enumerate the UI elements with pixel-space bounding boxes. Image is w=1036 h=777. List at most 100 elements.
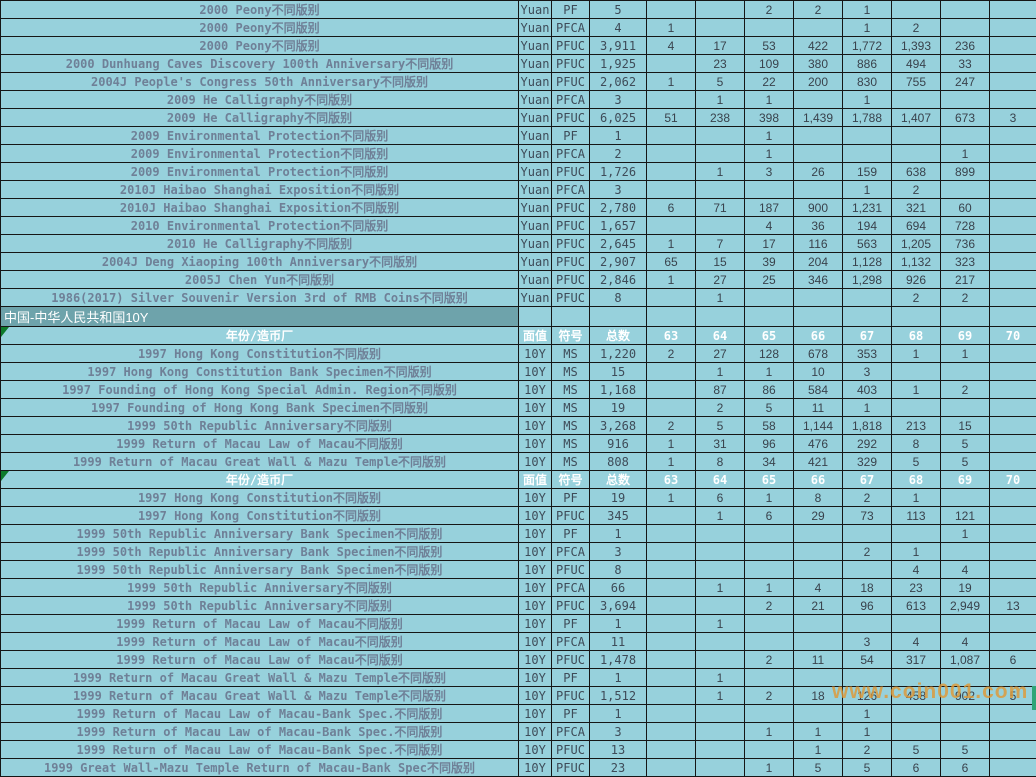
grade-count-cell-65: 53: [745, 37, 794, 55]
coin-description-cell[interactable]: 2009 He Calligraphy不同版别: [1, 109, 519, 127]
total-count-cell: 1: [590, 705, 647, 723]
coin-description-cell[interactable]: 1997 Hong Kong Constitution不同版别: [1, 345, 519, 363]
grade-code-cell: PFCA: [552, 633, 590, 651]
denomination-cell: 10Y: [519, 633, 552, 651]
denomination-cell: 10Y: [519, 561, 552, 579]
grade-count-cell-70: [990, 163, 1036, 181]
grade-code-cell: PF: [552, 669, 590, 687]
empty-cell: [892, 307, 941, 327]
total-count-cell: 3,694: [590, 597, 647, 615]
grade-count-cell-64: 1: [696, 91, 745, 109]
coin-description-cell[interactable]: 1997 Founding of Hong Kong Special Admin…: [1, 381, 519, 399]
grade-code-cell: PFCA: [552, 19, 590, 37]
coin-description-cell[interactable]: 1999 Return of Macau Great Wall & Mazu T…: [1, 669, 519, 687]
coin-description-cell[interactable]: 2010 Environmental Protection不同版别: [1, 217, 519, 235]
coin-description-cell[interactable]: 1999 Return of Macau Law of Macau不同版别: [1, 435, 519, 453]
grade-count-cell-69: 1: [941, 525, 990, 543]
grade-count-cell-63: [647, 525, 696, 543]
empty-cell: [519, 307, 552, 327]
coin-description-cell[interactable]: 1999 50th Republic Anniversary不同版别: [1, 597, 519, 615]
grade-count-cell-64: 71: [696, 199, 745, 217]
grade-count-cell-70: [990, 561, 1036, 579]
coin-description-cell[interactable]: 1999 Return of Macau Great Wall & Mazu T…: [1, 453, 519, 471]
grade-count-cell-63: 1: [647, 235, 696, 253]
coin-description-cell[interactable]: 1999 Return of Macau Law of Macau-Bank S…: [1, 723, 519, 741]
coin-description-cell[interactable]: 1999 50th Republic Anniversary Bank Spec…: [1, 543, 519, 561]
coin-description-cell[interactable]: 2005J Chen Yun不同版别: [1, 271, 519, 289]
coin-description-cell[interactable]: 1999 Return of Macau Law of Macau-Bank S…: [1, 705, 519, 723]
total-count-cell: 11: [590, 633, 647, 651]
column-header-grade-64: 64: [696, 471, 745, 489]
grade-count-cell-68: 2: [892, 181, 941, 199]
coin-description-cell[interactable]: 1997 Founding of Hong Kong Bank Specimen…: [1, 399, 519, 417]
coin-description-cell[interactable]: 1997 Hong Kong Constitution不同版别: [1, 507, 519, 525]
coin-description-cell[interactable]: 1997 Hong Kong Constitution Bank Specime…: [1, 363, 519, 381]
grade-count-cell-70: [990, 705, 1036, 723]
coin-description-cell[interactable]: 2009 Environmental Protection不同版别: [1, 145, 519, 163]
total-count-cell: 3: [590, 91, 647, 109]
total-count-cell: 1: [590, 615, 647, 633]
coin-description-cell[interactable]: 1999 50th Republic Anniversary Bank Spec…: [1, 525, 519, 543]
grade-count-cell-64: [696, 561, 745, 579]
coin-description-cell[interactable]: 1997 Hong Kong Constitution不同版别: [1, 489, 519, 507]
grade-count-cell-70: [990, 453, 1036, 471]
empty-cell: [552, 307, 590, 327]
grade-count-cell-69: 323: [941, 253, 990, 271]
grade-count-cell-68: [892, 91, 941, 109]
coin-description-cell[interactable]: 2000 Dunhuang Caves Discovery 100th Anni…: [1, 55, 519, 73]
coin-description-cell[interactable]: 1999 50th Republic Anniversary不同版别: [1, 417, 519, 435]
grade-count-cell-64: 8: [696, 453, 745, 471]
coin-description-cell[interactable]: 2009 Environmental Protection不同版别: [1, 127, 519, 145]
denomination-cell: Yuan: [519, 19, 552, 37]
coin-description-cell[interactable]: 2010 He Calligraphy不同版别: [1, 235, 519, 253]
coin-description-cell[interactable]: 1999 Return of Macau Law of Macau不同版别: [1, 651, 519, 669]
grade-count-cell-65: 3: [745, 163, 794, 181]
coin-description-cell[interactable]: 2000 Peony不同版别: [1, 37, 519, 55]
coin-description-cell[interactable]: 1999 Return of Macau Great Wall & Mazu T…: [1, 687, 519, 705]
green-corner-marker-icon: [1, 471, 9, 481]
grade-code-cell: PFUC: [552, 253, 590, 271]
grade-count-cell-68: 317: [892, 651, 941, 669]
grade-count-cell-64: 1: [696, 687, 745, 705]
grade-count-cell-65: 1: [745, 145, 794, 163]
coin-description-cell[interactable]: 2004J Deng Xiaoping 100th Anniversary不同版…: [1, 253, 519, 271]
grade-count-cell-68: [892, 525, 941, 543]
coin-description-cell[interactable]: 2000 Peony不同版别: [1, 1, 519, 19]
grade-count-cell-70: [990, 669, 1036, 687]
table-row: 1997 Founding of Hong Kong Bank Specimen…: [1, 399, 1036, 417]
coin-description-cell[interactable]: 1999 Great Wall-Mazu Temple Return of Ma…: [1, 759, 519, 777]
grade-count-cell-64: 17: [696, 37, 745, 55]
coin-description-cell[interactable]: 1999 Return of Macau Law of Macau不同版别: [1, 633, 519, 651]
coin-description-cell[interactable]: 2009 Environmental Protection不同版别: [1, 163, 519, 181]
coin-description-cell[interactable]: 1999 Return of Macau Law of Macau-Bank S…: [1, 741, 519, 759]
grade-count-cell-66: 116: [794, 235, 843, 253]
grade-count-cell-68: 926: [892, 271, 941, 289]
coin-description-cell[interactable]: 2000 Peony不同版别: [1, 19, 519, 37]
grade-count-cell-68: 8: [892, 435, 941, 453]
column-header-grade-69: 69: [941, 471, 990, 489]
grade-count-cell-65: 1: [745, 363, 794, 381]
grade-count-cell-64: 27: [696, 345, 745, 363]
coin-description-cell[interactable]: 2004J People's Congress 50th Anniversary…: [1, 73, 519, 91]
coin-description-cell[interactable]: 1999 50th Republic Anniversary不同版别: [1, 579, 519, 597]
coin-description-cell[interactable]: 2010J Haibao Shanghai Exposition不同版别: [1, 199, 519, 217]
grade-count-cell-68: 494: [892, 55, 941, 73]
grade-count-cell-67: 1,128: [843, 253, 892, 271]
grade-code-cell: PFUC: [552, 37, 590, 55]
grade-code-cell: PF: [552, 489, 590, 507]
coin-description-cell[interactable]: 2010J Haibao Shanghai Exposition不同版别: [1, 181, 519, 199]
coin-description-cell[interactable]: 2009 He Calligraphy不同版别: [1, 91, 519, 109]
grade-count-cell-67: 2: [843, 741, 892, 759]
grade-count-cell-69: 2: [941, 381, 990, 399]
coin-description-cell[interactable]: 1986(2017) Silver Souvenir Version 3rd o…: [1, 289, 519, 307]
coin-description-cell[interactable]: 1999 Return of Macau Law of Macau不同版别: [1, 615, 519, 633]
grade-count-cell-64: 1: [696, 507, 745, 525]
column-header-grade-68: 68: [892, 327, 941, 345]
coin-description-cell[interactable]: 1999 50th Republic Anniversary Bank Spec…: [1, 561, 519, 579]
